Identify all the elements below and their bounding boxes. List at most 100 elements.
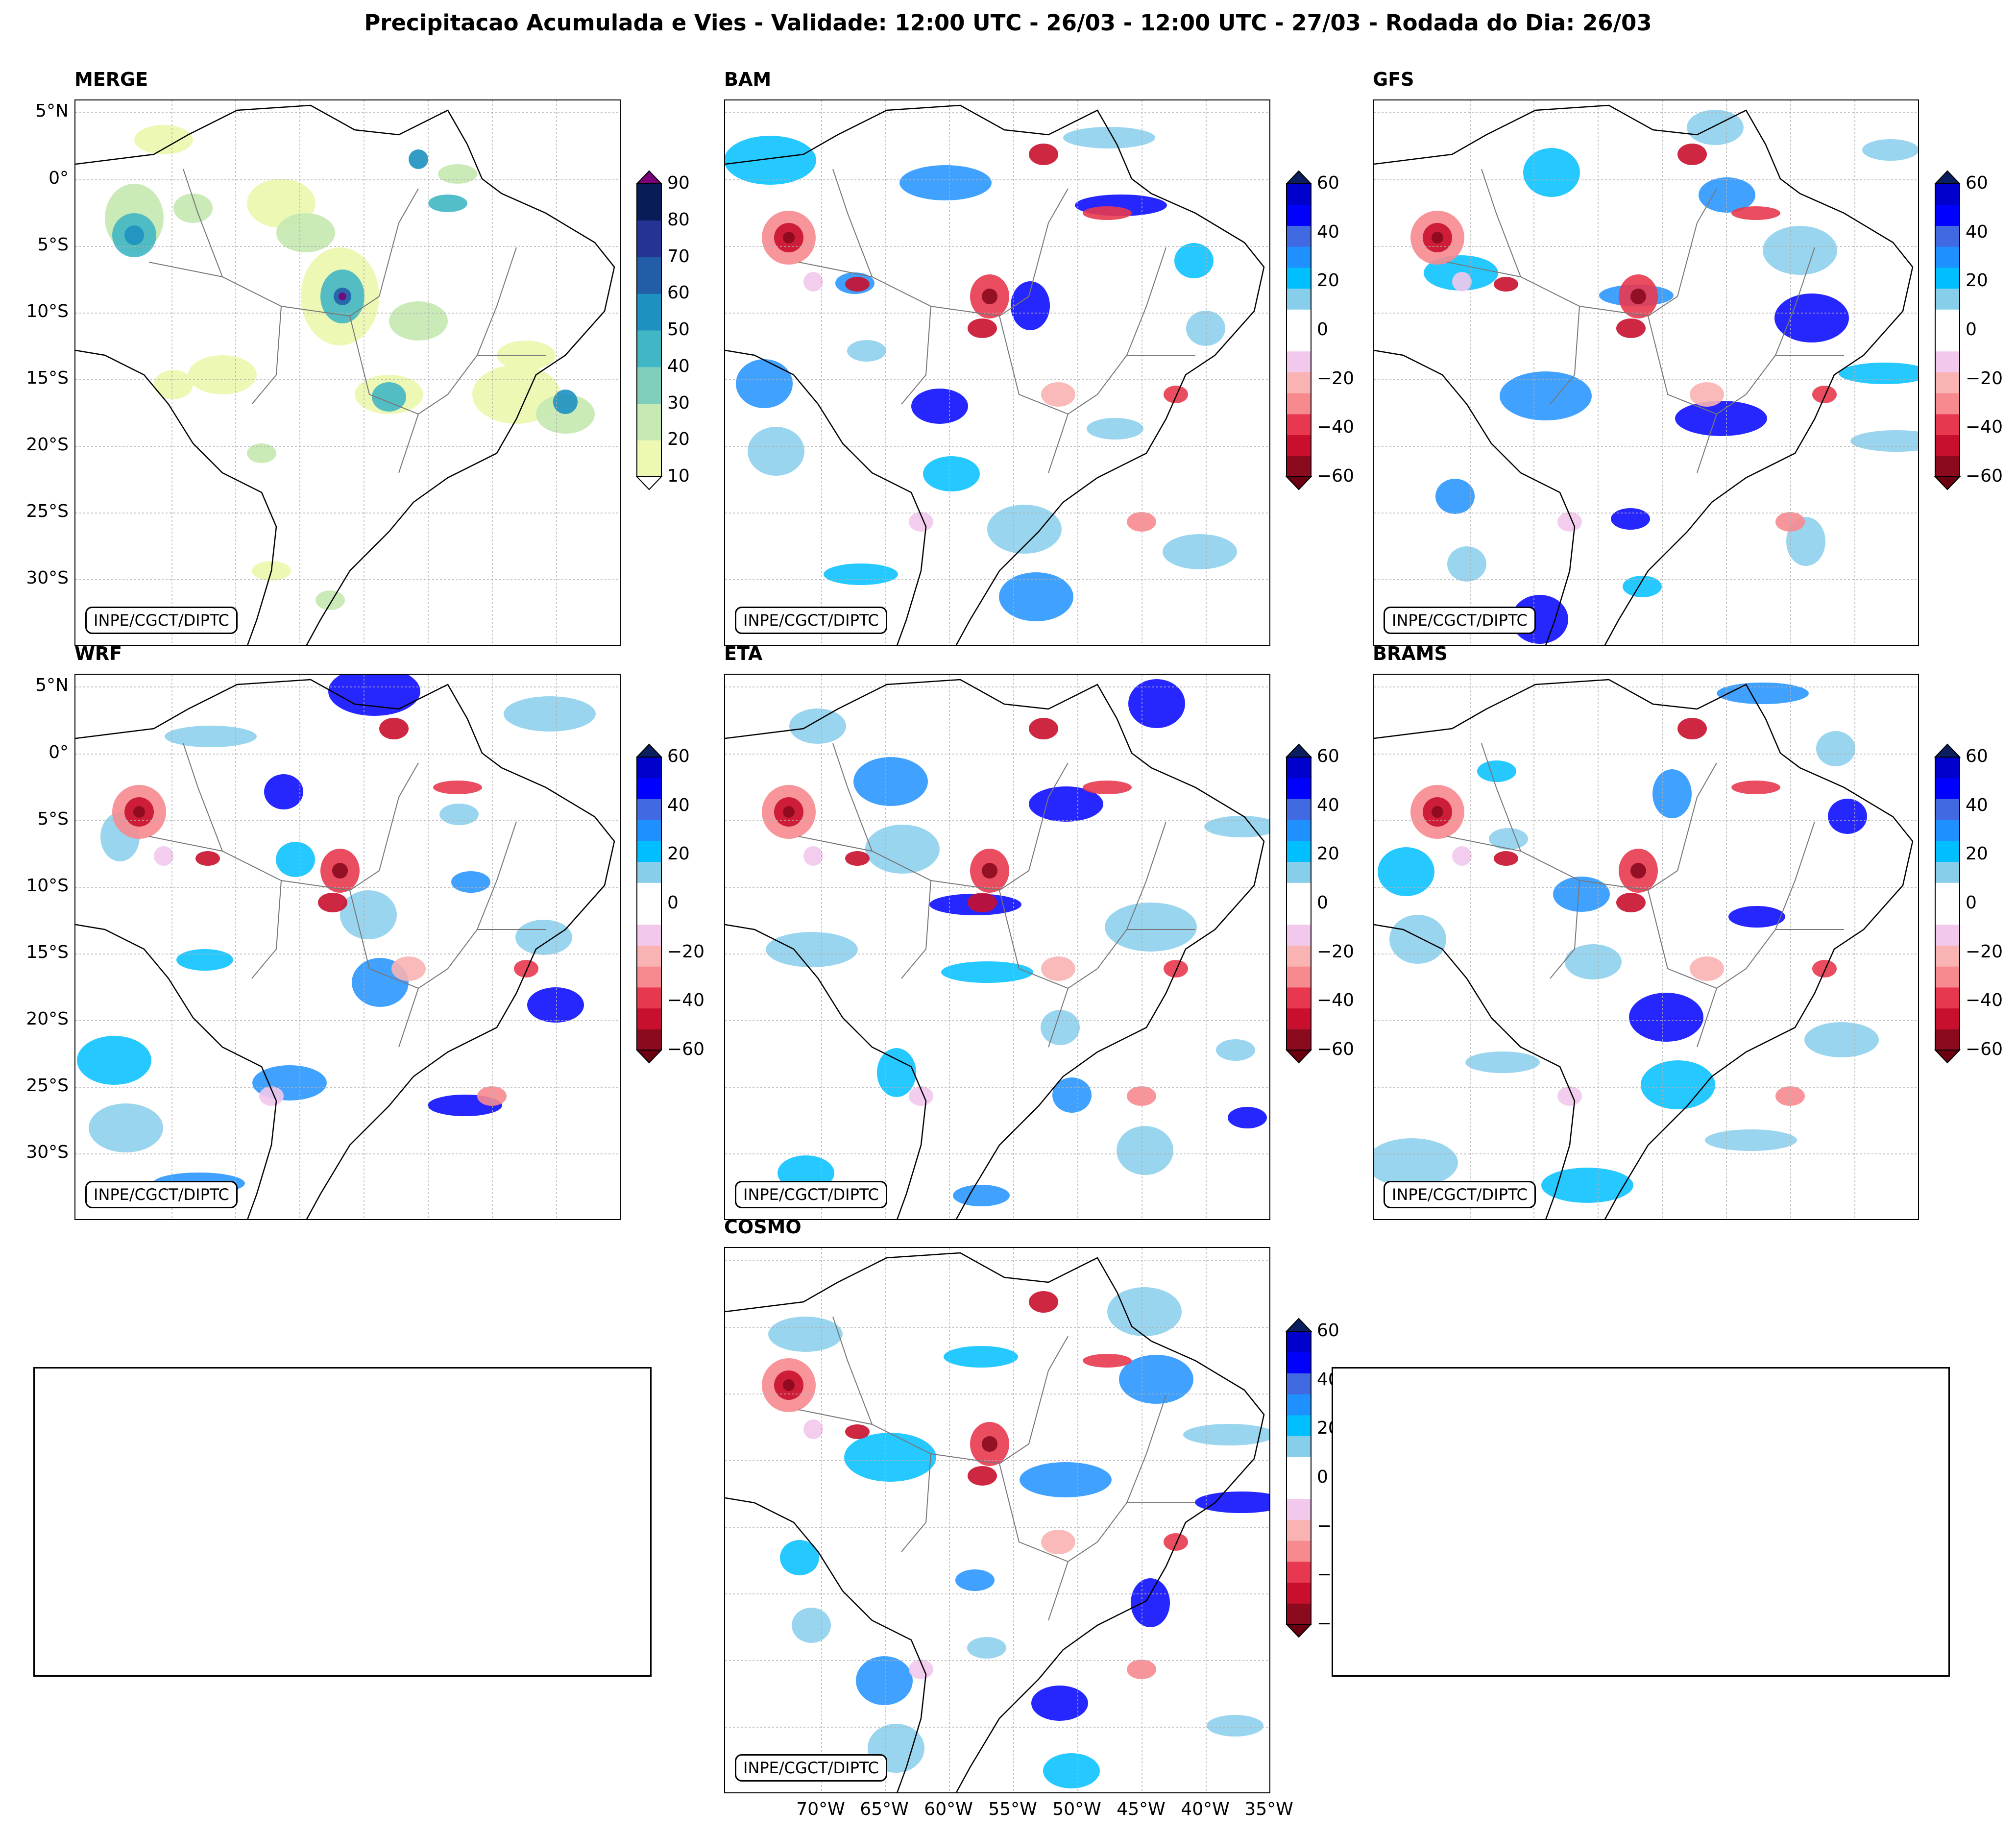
- colorbar-segment: [1287, 1331, 1311, 1353]
- colorbar-segment: [1287, 861, 1311, 883]
- bias-positive: [1029, 786, 1103, 822]
- bias-negative: [1029, 718, 1058, 739]
- colorbar-tick-label: 30: [667, 392, 690, 413]
- colorbar-segment: [637, 840, 661, 862]
- bias-positive: [941, 961, 1033, 983]
- bias-positive: [1611, 508, 1650, 530]
- bias-positive: [1705, 1129, 1797, 1151]
- colorbar-segment: [1287, 820, 1311, 841]
- colorbar-segment: [1287, 351, 1311, 372]
- state-borders: [798, 1316, 1195, 1621]
- colorbar-tick-label: −40: [1317, 990, 1354, 1011]
- bias-positive: [1183, 1424, 1269, 1445]
- colorbar-segment: [1287, 225, 1311, 247]
- bias-colorbar: [1286, 743, 1312, 1064]
- colorbar-segment: [1287, 904, 1311, 925]
- colorbar-tick-label: 60: [1966, 746, 1988, 766]
- bias-positive: [1131, 1578, 1170, 1627]
- precip-colorbar: [636, 170, 662, 490]
- colorbar-tick-label: 20: [1966, 270, 1988, 291]
- colorbar-segment: [1287, 778, 1311, 799]
- colorbar-segment: [637, 403, 661, 440]
- colorbar-segment: [1287, 309, 1311, 331]
- bias-positive: [899, 165, 992, 200]
- colorbar-segment: [1935, 225, 1960, 247]
- country-borders: [725, 679, 1265, 1219]
- map-panel-wrf: INPE/CGCT/DIPTC: [74, 674, 621, 1220]
- bias-positive: [944, 1346, 1018, 1368]
- colorbar-under-arrow: [636, 1050, 662, 1064]
- colorbar-segment: [1935, 246, 1960, 268]
- bias-positive: [264, 774, 303, 809]
- bias-positive: [766, 932, 858, 967]
- bias-positive: [1216, 1039, 1255, 1061]
- colorbar-over-arrow: [1286, 170, 1312, 184]
- colorbar-over-arrow: [636, 743, 662, 758]
- colorbar-tick-label: −60: [1317, 466, 1354, 486]
- bias-negative: [391, 956, 426, 981]
- bias-colorbar: [1286, 1318, 1312, 1638]
- precip-area: [188, 355, 257, 394]
- bias-positive: [877, 1048, 916, 1097]
- panel-title: ETA: [724, 643, 763, 664]
- credit-badge: INPE/CGCT/DIPTC: [85, 607, 238, 634]
- colorbar-segment: [1287, 1478, 1311, 1499]
- lat-tick-label: 30°S: [26, 1142, 69, 1162]
- colorbar-tick-label: −20: [1966, 941, 2003, 962]
- bias-negative: [803, 272, 823, 292]
- bias-negative: [154, 846, 173, 866]
- colorbar-segment: [637, 440, 661, 477]
- bias-positive: [1204, 816, 1269, 837]
- bias-negative: [1164, 960, 1188, 978]
- state-borders: [798, 743, 1195, 1048]
- bias-colorbar: [1286, 170, 1312, 490]
- bias-positive: [340, 890, 397, 939]
- colorbar-tick-label: 40: [1966, 221, 1988, 242]
- bias-negative: [845, 277, 870, 292]
- colorbar-segment: [1287, 1436, 1311, 1457]
- credit-badge: INPE/CGCT/DIPTC: [85, 1181, 238, 1208]
- country-borders: [1374, 104, 1914, 645]
- panel-title: BAM: [724, 69, 772, 90]
- precip-area: [316, 590, 345, 610]
- bias-negative: [1041, 1530, 1075, 1554]
- colorbar-segment: [1935, 204, 1960, 226]
- colorbar-segment: [637, 966, 661, 988]
- bias-positive: [865, 825, 940, 874]
- colorbar-tick-label: −40: [1966, 990, 2003, 1011]
- bias-negative: [433, 781, 482, 794]
- bias-negative: [332, 863, 348, 879]
- bias-positive: [276, 842, 315, 877]
- bias-positive: [527, 987, 584, 1023]
- colorbar-segment: [1287, 1029, 1311, 1051]
- state-borders: [798, 169, 1195, 473]
- bias-positive: [1107, 1287, 1182, 1336]
- colorbar-segment: [1935, 924, 1960, 946]
- colorbar-tick-label: 60: [667, 746, 690, 766]
- colorbar-segment: [637, 757, 661, 779]
- colorbar-tick-label: 40: [1317, 221, 1339, 242]
- bias-positive: [165, 726, 257, 747]
- colorbar-tick-label: 20: [1317, 844, 1339, 864]
- bias-positive: [504, 696, 596, 732]
- bias-positive: [1839, 363, 1918, 384]
- bias-positive: [1119, 1355, 1193, 1404]
- colorbar-tick-label: −60: [667, 1039, 704, 1059]
- bias-negative: [968, 318, 997, 338]
- colorbar-segment: [1935, 372, 1960, 393]
- colorbar-segment: [637, 220, 661, 257]
- colorbar-segment: [1935, 778, 1960, 799]
- state-borders: [1447, 169, 1844, 473]
- colorbar-segment: [1287, 246, 1311, 268]
- bias-positive: [987, 505, 1062, 554]
- colorbar-segment: [1287, 1561, 1311, 1583]
- colorbar-tick-label: 0: [1317, 319, 1328, 340]
- colorbar-segment: [1935, 966, 1960, 988]
- colorbar-segment: [637, 293, 661, 331]
- bias-positive: [953, 1185, 1010, 1206]
- bias-negative: [1083, 1354, 1132, 1368]
- bias-positive: [1174, 243, 1214, 278]
- colorbar-segment: [1935, 987, 1960, 1009]
- credit-badge: INPE/CGCT/DIPTC: [1384, 1181, 1536, 1208]
- map-canvas: [75, 100, 620, 645]
